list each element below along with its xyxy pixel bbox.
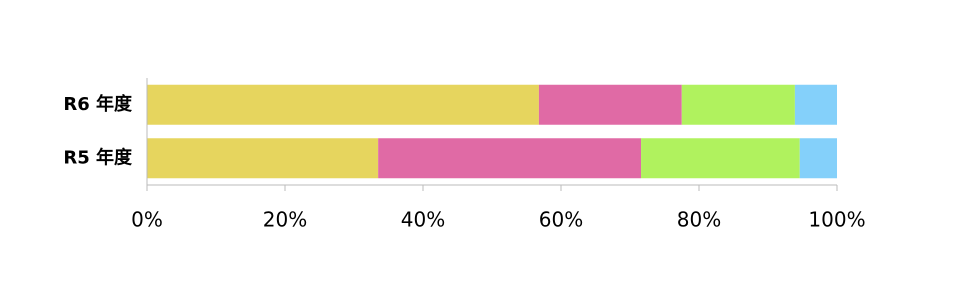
x-tick-label: 20% xyxy=(263,208,307,232)
x-tick-label: 100% xyxy=(808,208,865,232)
bar-segment xyxy=(681,84,795,125)
bar-segment xyxy=(799,138,837,179)
x-tick-label: 40% xyxy=(401,208,445,232)
bar-segment xyxy=(538,84,682,125)
bar-segment xyxy=(147,138,379,179)
bar-segment xyxy=(378,138,642,179)
bar-segment xyxy=(794,84,837,125)
x-tick-label: 0% xyxy=(131,208,163,232)
bar-segment xyxy=(147,84,539,125)
x-tick-label: 60% xyxy=(539,208,583,232)
category-label: R5 年度 xyxy=(63,146,133,168)
category-label: R6 年度 xyxy=(63,93,133,115)
x-tick-label: 80% xyxy=(677,208,721,232)
bar-segment xyxy=(641,138,800,179)
